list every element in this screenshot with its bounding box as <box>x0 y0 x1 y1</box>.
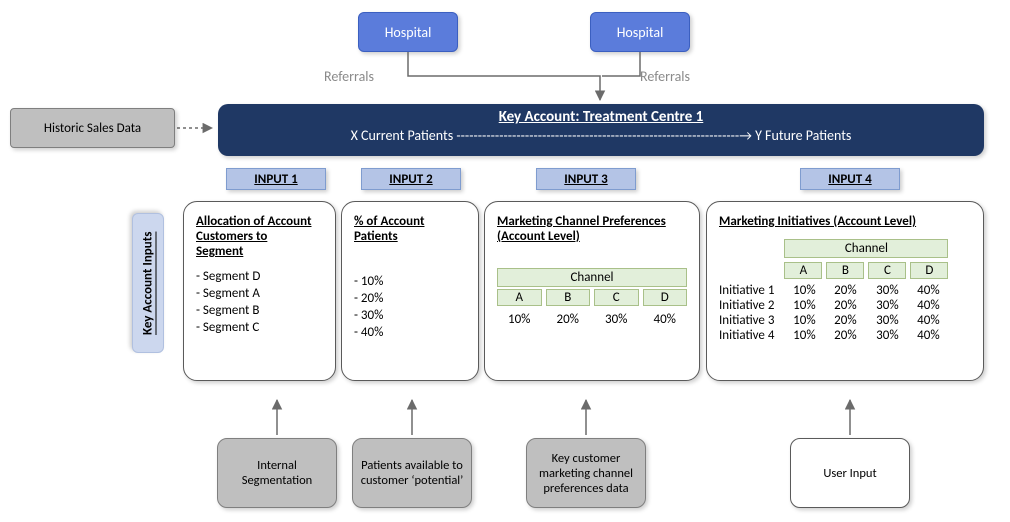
table-row: Initiative 4 10% 20% 30% 40% <box>719 328 948 343</box>
treatment-title: Key Account: Treatment Centre 1 <box>218 108 984 126</box>
treatment-sub: X Current Patients ---------------------… <box>218 127 984 144</box>
channel-col: D <box>643 289 688 306</box>
source-2-label: Patients available to customer ‘potentia… <box>357 458 467 488</box>
panel-2-title: % of Account Patients <box>354 214 466 244</box>
init-val: 20% <box>824 283 866 298</box>
panel-2-item: - 30% <box>354 308 466 323</box>
pct-cell: 40% <box>643 312 688 327</box>
init-val: 20% <box>824 313 866 328</box>
panel-1-item: - Segment B <box>196 303 323 318</box>
init-name: Initiative 1 <box>719 283 784 298</box>
channel-col: A <box>784 262 822 279</box>
panel-3: Marketing Channel Preferences (Account L… <box>484 201 700 381</box>
init-val: 10% <box>784 313 824 328</box>
input-1-header: INPUT 1 <box>226 168 326 190</box>
channel-col: C <box>594 289 639 306</box>
hospital-left-label: Hospital <box>385 24 432 41</box>
source-2: Patients available to customer ‘potentia… <box>352 438 472 508</box>
pct-cell: 20% <box>546 312 591 327</box>
hospital-left: Hospital <box>358 12 458 52</box>
referral-left: Referrals <box>324 68 374 85</box>
side-label: Key Account Inputs <box>132 213 164 353</box>
panel-4: Marketing Initiatives (Account Level) Ch… <box>706 201 984 381</box>
panel-2-item: - 10% <box>354 274 466 289</box>
table-row: Initiative 2 10% 20% 30% 40% <box>719 298 948 313</box>
initiative-table: Channel A B C D Initiative 1 10% 20% 30%… <box>719 239 948 343</box>
init-val: 30% <box>866 328 908 343</box>
init-val: 40% <box>908 283 948 298</box>
source-4: User Input <box>790 438 910 508</box>
input-4-header: INPUT 4 <box>800 168 900 190</box>
pct-cell: 30% <box>594 312 639 327</box>
init-val: 10% <box>784 283 824 298</box>
pct-cell: 10% <box>497 312 542 327</box>
panel-3-title: Marketing Channel Preferences (Account L… <box>497 214 687 244</box>
panel-4-title: Marketing Initiatives (Account Level) <box>719 214 971 229</box>
init-val: 40% <box>908 328 948 343</box>
init-val: 10% <box>784 298 824 313</box>
init-val: 40% <box>908 313 948 328</box>
input-3-header: INPUT 3 <box>536 168 636 190</box>
channel-header-4: Channel <box>784 239 948 258</box>
channel-col: B <box>826 262 864 279</box>
panel-2-item: - 20% <box>354 291 466 306</box>
channel-group: Channel A B C D 10% 20% 30% 40% <box>497 268 687 327</box>
input-2-header: INPUT 2 <box>361 168 461 190</box>
channel-col: A <box>497 289 542 306</box>
panel-1-item: - Segment D <box>196 269 323 284</box>
init-val: 10% <box>784 328 824 343</box>
panel-2: % of Account Patients - 10% - 20% - 30% … <box>341 201 479 381</box>
source-1-label: Internal Segmentation <box>222 458 332 488</box>
treatment-dash: ----------------------------------------… <box>453 127 755 144</box>
source-3: Key customer marketing channel preferenc… <box>526 438 646 508</box>
channel-col: B <box>546 289 591 306</box>
init-name: Initiative 3 <box>719 313 784 328</box>
init-val: 30% <box>866 283 908 298</box>
init-name: Initiative 2 <box>719 298 784 313</box>
channel-col: D <box>910 262 948 279</box>
treatment-bar: Key Account: Treatment Centre 1 X Curren… <box>218 104 984 156</box>
treatment-left: X Current Patients <box>351 127 454 144</box>
init-name: Initiative 4 <box>719 328 784 343</box>
init-val: 20% <box>824 298 866 313</box>
table-row: Initiative 1 10% 20% 30% 40% <box>719 283 948 298</box>
channel-header: Channel <box>497 268 687 287</box>
hospital-right: Hospital <box>590 12 690 52</box>
table-row: Initiative 3 10% 20% 30% 40% <box>719 313 948 328</box>
init-val: 20% <box>824 328 866 343</box>
source-4-label: User Input <box>823 466 876 481</box>
channel-col: C <box>868 262 906 279</box>
hospital-right-label: Hospital <box>617 24 664 41</box>
source-1: Internal Segmentation <box>217 438 337 508</box>
treatment-right: Y Future Patients <box>755 127 851 144</box>
historic-sales-label: Historic Sales Data <box>44 121 141 136</box>
panel-1-title: Allocation of Account Customers to Segme… <box>196 214 316 259</box>
panel-1: Allocation of Account Customers to Segme… <box>183 201 336 381</box>
panel-2-item: - 40% <box>354 325 466 340</box>
referral-right: Referrals <box>640 68 690 85</box>
panel-1-item: - Segment A <box>196 286 323 301</box>
init-val: 30% <box>866 298 908 313</box>
init-val: 40% <box>908 298 948 313</box>
panel-1-item: - Segment C <box>196 320 323 335</box>
historic-sales-box: Historic Sales Data <box>10 108 175 148</box>
source-3-label: Key customer marketing channel preferenc… <box>531 451 641 496</box>
init-val: 30% <box>866 313 908 328</box>
